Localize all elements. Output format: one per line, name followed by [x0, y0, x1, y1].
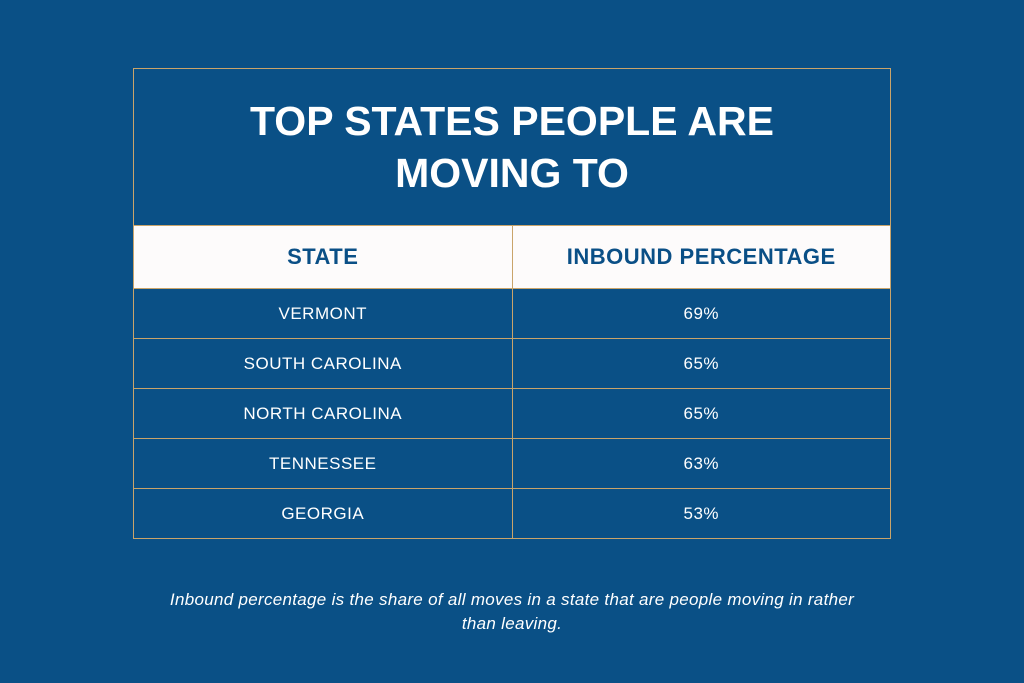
table-cell: 65%: [511, 339, 891, 388]
table-row: GEORGIA 53%: [134, 488, 890, 538]
table-row: SOUTH CAROLINA 65%: [134, 338, 890, 388]
table-cell: GEORGIA: [281, 503, 365, 523]
table-row: NORTH CAROLINA 65%: [134, 388, 890, 438]
table-cell: VERMONT: [278, 303, 367, 323]
table-cell: TENNESSEE: [269, 453, 377, 473]
table-cell: 53%: [511, 489, 891, 538]
header-row: STATE INBOUND PERCENTAGE: [134, 226, 890, 288]
title: TOP STATES PEOPLE ARE MOVING TO: [250, 98, 774, 196]
footnote: Inbound percentage is the share of all m…: [169, 590, 855, 633]
table-cell: 63%: [511, 439, 891, 488]
table-row: TENNESSEE 63%: [134, 438, 890, 488]
table-cell: NORTH CAROLINA: [243, 403, 403, 423]
table-cell: SOUTH CAROLINA: [243, 353, 402, 373]
table: STATE INBOUND PERCENTAGE VERMONT 69% SOUTH C…: [134, 226, 890, 538]
table-cell: 69%: [511, 289, 891, 338]
title-area: TOP STATES PEOPLE ARE MOVING TO: [134, 69, 890, 226]
header-cell: STATE: [287, 244, 359, 269]
table-cell: 65%: [511, 389, 891, 438]
header-cell: INBOUND PERCENTAGE: [511, 226, 891, 288]
table-card: TOP STATES PEOPLE ARE MOVING TO STATE INB…: [133, 68, 891, 539]
table-row: VERMONT 69%: [134, 288, 890, 338]
